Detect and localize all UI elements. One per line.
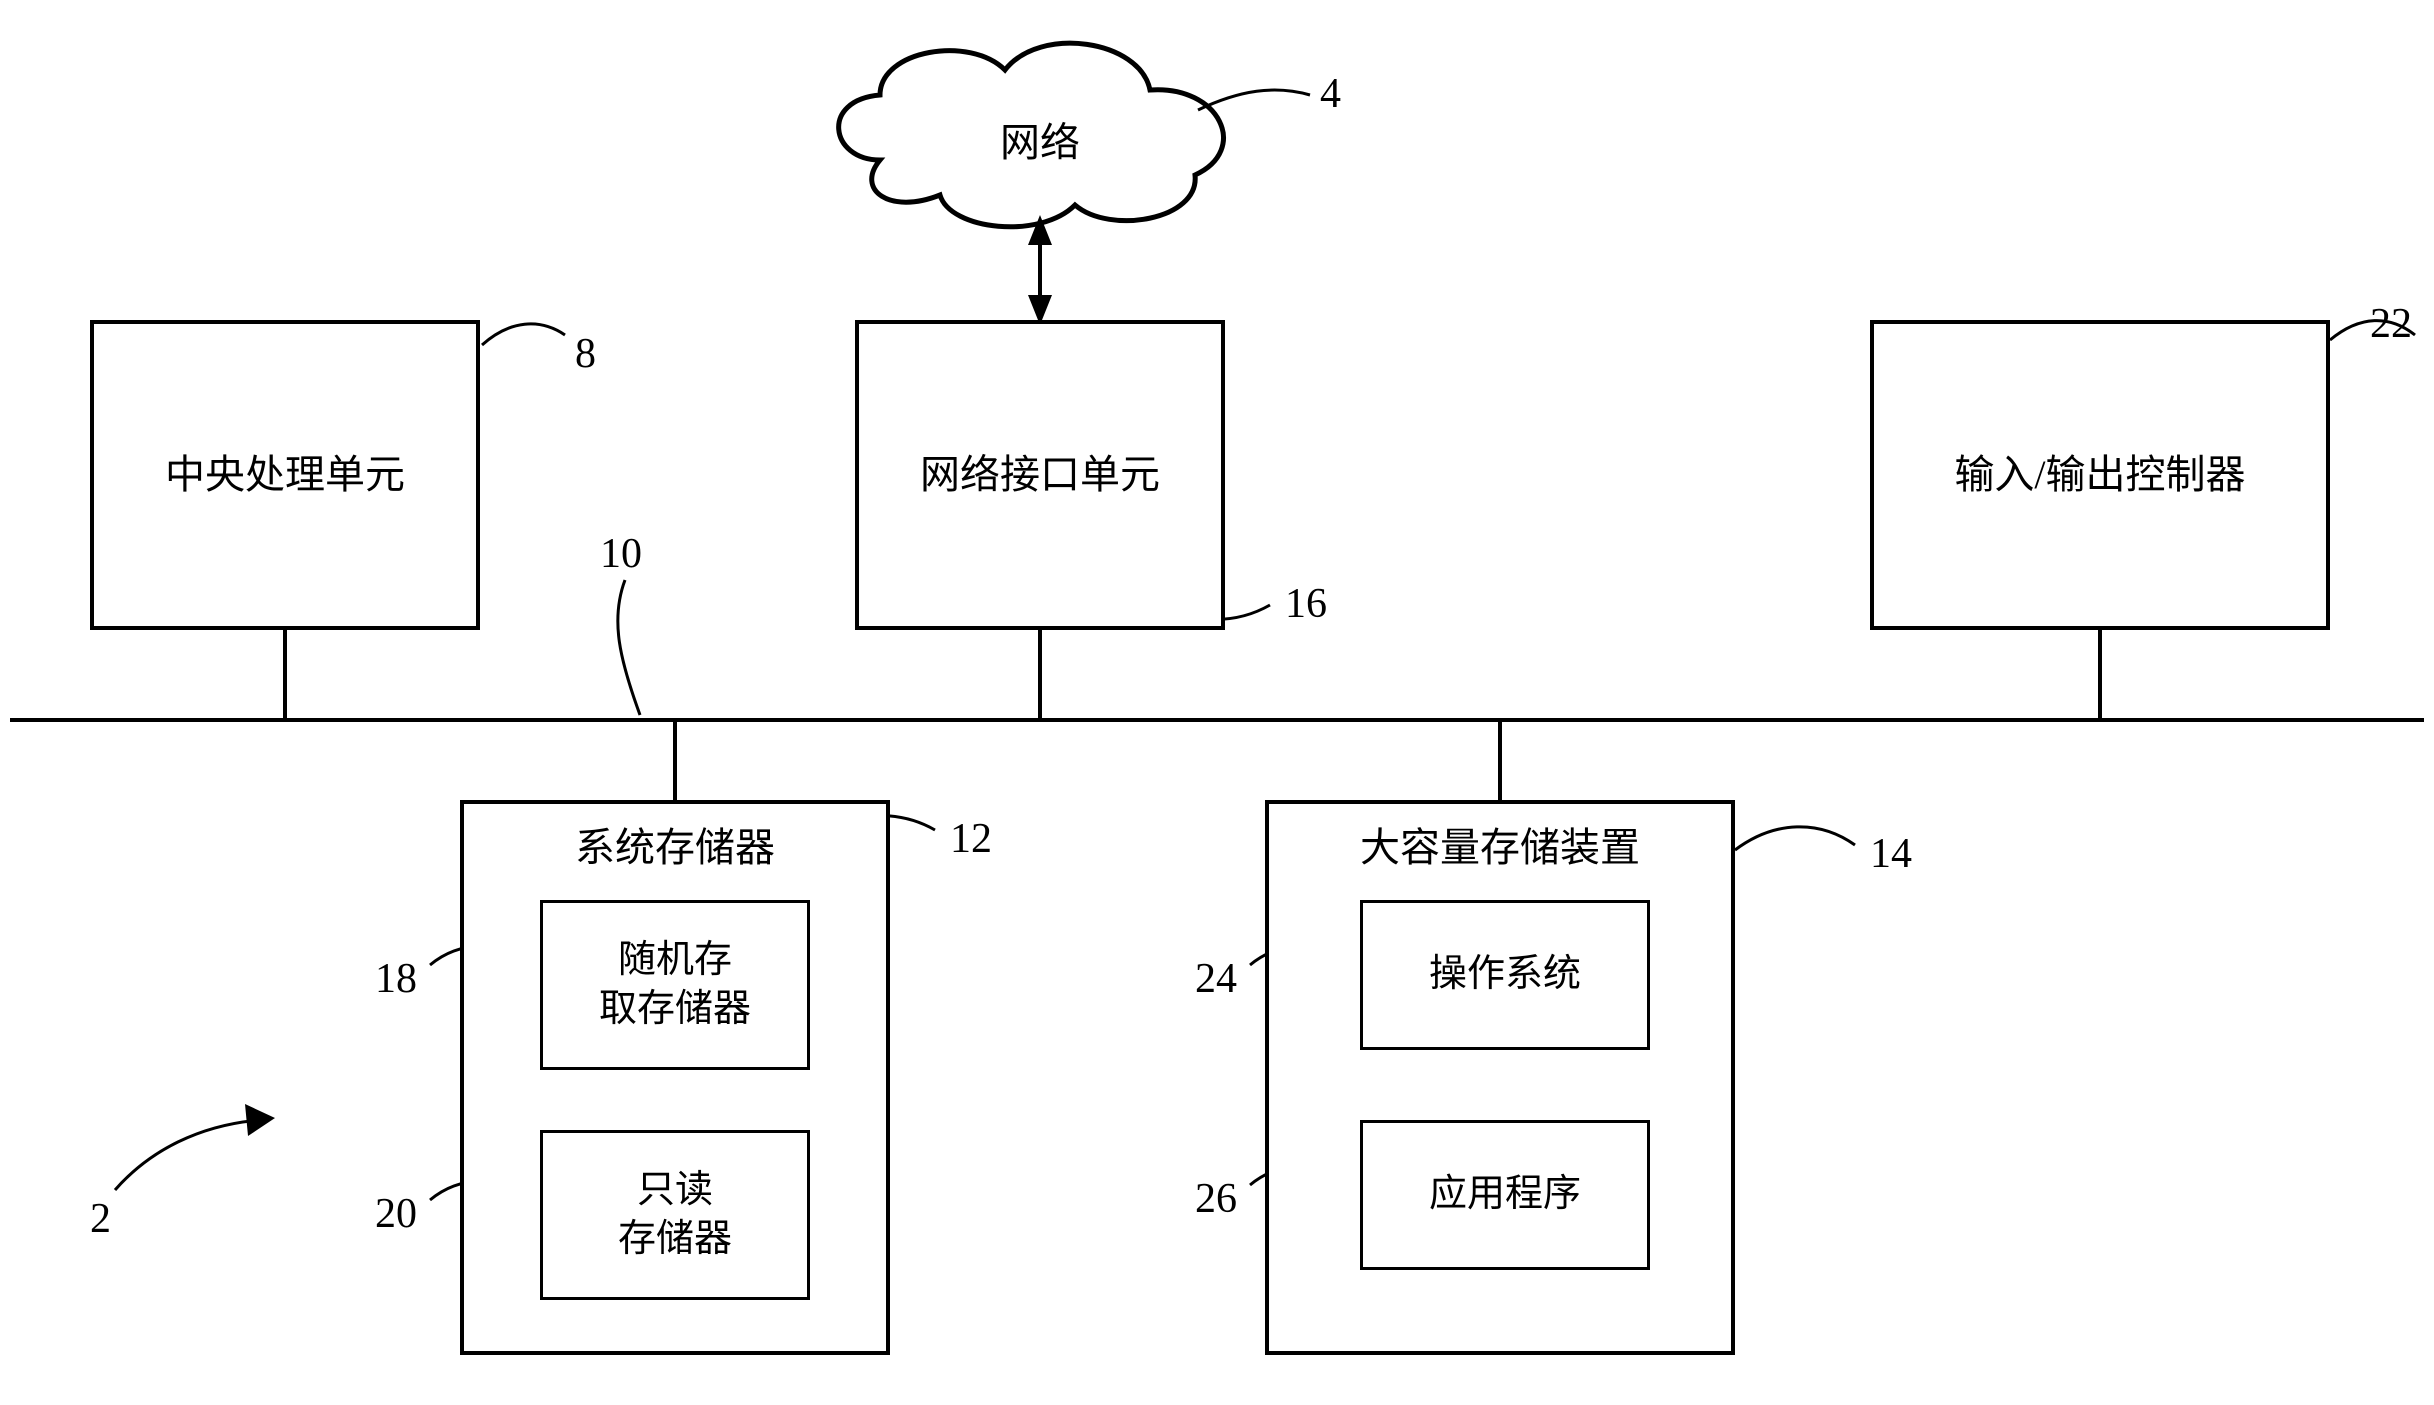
ref-20: 20 bbox=[375, 1190, 417, 1238]
ref-8: 8 bbox=[575, 330, 596, 378]
io-label: 输入/输出控制器 bbox=[1954, 449, 2245, 501]
sysmem-label: 系统存储器 bbox=[575, 822, 775, 874]
app-label: 应用程序 bbox=[1429, 1170, 1581, 1219]
nic-box: 网络接口单元 bbox=[855, 320, 1225, 630]
diagram-canvas: 网络 bbox=[0, 0, 2434, 1405]
io-box: 输入/输出控制器 bbox=[1870, 320, 2330, 630]
mass-label: 大容量存储装置 bbox=[1360, 822, 1640, 874]
os-label: 操作系统 bbox=[1429, 950, 1581, 999]
ref-12: 12 bbox=[950, 815, 992, 863]
os-box: 操作系统 bbox=[1360, 900, 1650, 1050]
ref-24: 24 bbox=[1195, 955, 1237, 1003]
ref-4: 4 bbox=[1320, 70, 1341, 118]
app-box: 应用程序 bbox=[1360, 1120, 1650, 1270]
ram-label-2: 取存储器 bbox=[599, 985, 751, 1034]
ref-2: 2 bbox=[90, 1195, 111, 1243]
ref-14: 14 bbox=[1870, 830, 1912, 878]
ram-box: 随机存 取存储器 bbox=[540, 900, 810, 1070]
ref-26: 26 bbox=[1195, 1175, 1237, 1223]
ref-18: 18 bbox=[375, 955, 417, 1003]
nic-label: 网络接口单元 bbox=[920, 449, 1160, 501]
ref-10: 10 bbox=[600, 530, 642, 578]
rom-label-1: 只读 bbox=[637, 1166, 713, 1215]
rom-label-2: 存储器 bbox=[618, 1215, 732, 1264]
ram-label-1: 随机存 bbox=[618, 936, 732, 985]
cloud-label: 网络 bbox=[1000, 110, 1080, 168]
ref-22: 22 bbox=[2370, 300, 2412, 348]
cpu-label: 中央处理单元 bbox=[165, 449, 405, 501]
rom-box: 只读 存储器 bbox=[540, 1130, 810, 1300]
mass-box: 大容量存储装置 bbox=[1265, 800, 1735, 1355]
ref-16: 16 bbox=[1285, 580, 1327, 628]
cpu-box: 中央处理单元 bbox=[90, 320, 480, 630]
